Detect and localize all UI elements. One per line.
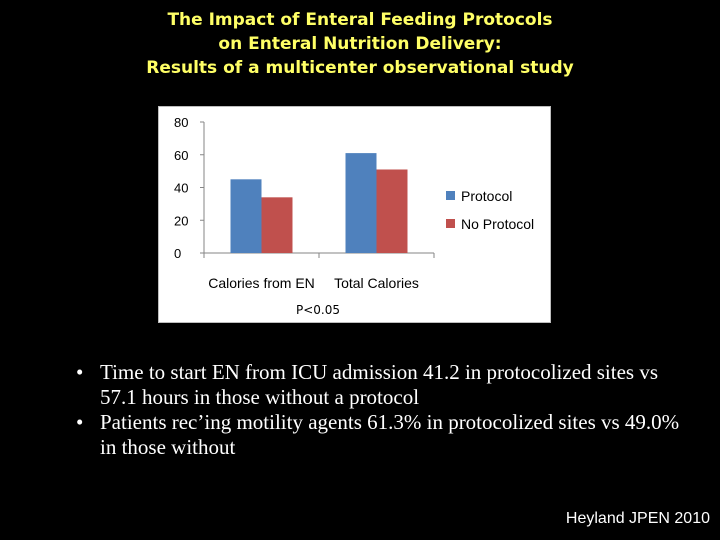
- chart-x-categories: Calories from EN Total Calories: [208, 275, 419, 291]
- y-tick-label: 60: [174, 148, 188, 163]
- y-tick-label: 20: [174, 213, 188, 228]
- bullet-dot-icon: •: [76, 410, 84, 434]
- chart-bars: [230, 153, 408, 253]
- legend-label: No Protocol: [461, 216, 534, 232]
- y-tick-label: 80: [174, 115, 188, 130]
- bar-protocol: [345, 153, 377, 253]
- chart-legend: Protocol No Protocol: [446, 188, 534, 232]
- y-tick-label: 0: [174, 246, 181, 261]
- bullet-text: Patients rec’ing motility agents 61.3% i…: [100, 410, 680, 459]
- p-value-annotation: P<0.05: [296, 303, 340, 317]
- chart-y-ticks: 0 20 40 60 80: [174, 115, 204, 261]
- x-category-label: Calories from EN: [208, 275, 315, 291]
- bullet-list: • Time to start EN from ICU admission 41…: [72, 360, 682, 460]
- bar-chart-panel: 0 20 40 60 80 Calories from EN Total Calories…: [158, 106, 551, 323]
- y-tick-label: 40: [174, 181, 188, 196]
- slide-title: The Impact of Enteral Feeding Protocols …: [0, 8, 720, 80]
- bar-no-protocol: [261, 197, 293, 253]
- citation: Heyland JPEN 2010: [565, 510, 710, 527]
- bar-no-protocol: [376, 169, 408, 253]
- title-line-1: The Impact of Enteral Feeding Protocols: [167, 10, 553, 30]
- bullet-dot-icon: •: [76, 360, 84, 384]
- bullet-item: • Patients rec’ing motility agents 61.3%…: [72, 410, 682, 460]
- title-line-2: on Enteral Nutrition Delivery:: [218, 34, 502, 54]
- x-category-label: Total Calories: [334, 275, 419, 291]
- bullet-text: Time to start EN from ICU admission 41.2…: [100, 360, 659, 409]
- legend-label: Protocol: [461, 188, 512, 204]
- bar-chart: 0 20 40 60 80 Calories from EN Total Calories…: [174, 115, 534, 317]
- legend-swatch: [446, 219, 455, 228]
- bullet-item: • Time to start EN from ICU admission 41…: [72, 360, 682, 410]
- legend-swatch: [446, 191, 455, 200]
- title-line-3: Results of a multicenter observational s…: [146, 58, 574, 78]
- bar-protocol: [230, 179, 262, 253]
